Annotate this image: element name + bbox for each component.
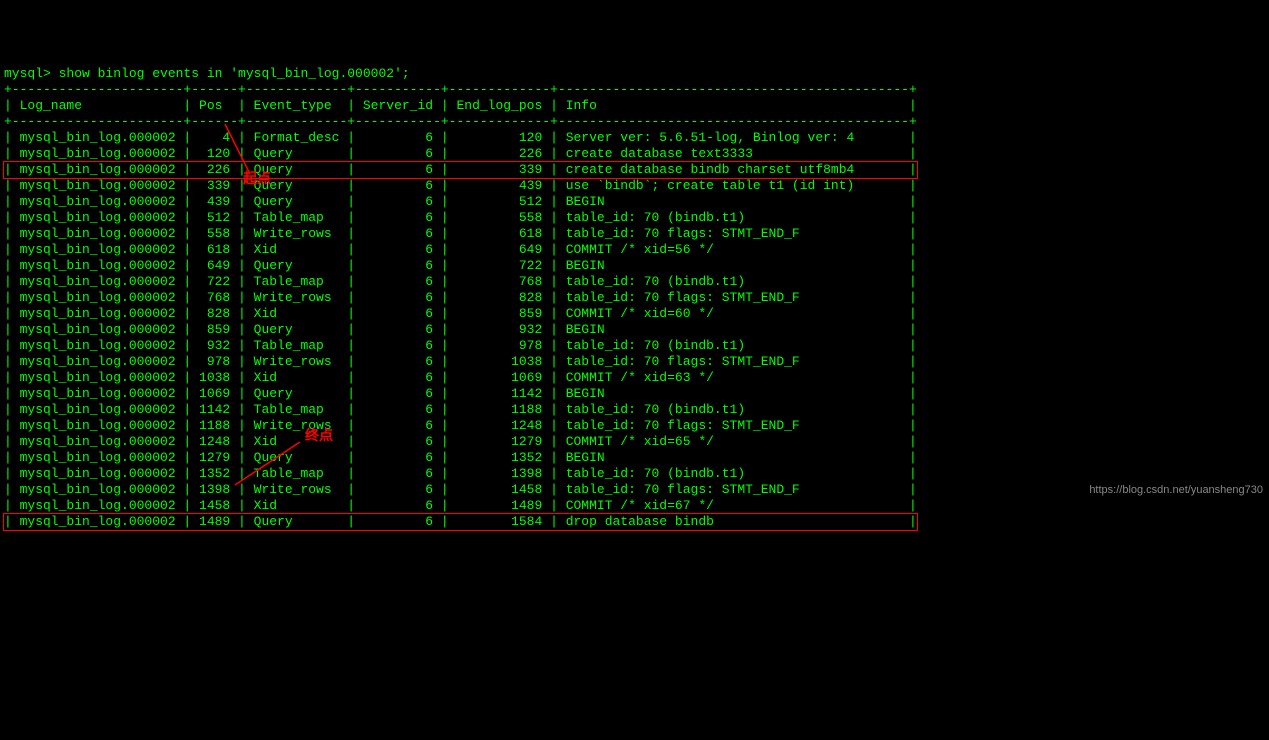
table-row: | mysql_bin_log.000002 | 722 | Table_map… [4,274,1265,290]
prompt-line: mysql> show binlog events in 'mysql_bin_… [4,66,1265,82]
table-row: | mysql_bin_log.000002 | 1352 | Table_ma… [4,466,1265,482]
table-row: | mysql_bin_log.000002 | 1069 | Query | … [4,386,1265,402]
table-row: | mysql_bin_log.000002 | 226 | Query | 6… [4,162,1265,178]
highlighted-row: | mysql_bin_log.000002 | 1489 | Query | … [4,514,917,530]
terminal-output: mysql> show binlog events in 'mysql_bin_… [0,64,1269,532]
table-row: | mysql_bin_log.000002 | 978 | Write_row… [4,354,1265,370]
table-header: | Log_name | Pos | Event_type | Server_i… [4,98,1265,114]
table-row: | mysql_bin_log.000002 | 1188 | Write_ro… [4,418,1265,434]
table-row: | mysql_bin_log.000002 | 618 | Xid | 6 |… [4,242,1265,258]
table-row: | mysql_bin_log.000002 | 1489 | Query | … [4,514,1265,530]
table-row: | mysql_bin_log.000002 | 828 | Xid | 6 |… [4,306,1265,322]
end-arrow-icon [230,440,310,490]
table-row: | mysql_bin_log.000002 | 768 | Write_row… [4,290,1265,306]
table-row: | mysql_bin_log.000002 | 1279 | Query | … [4,450,1265,466]
highlighted-row: | mysql_bin_log.000002 | 226 | Query | 6… [4,162,917,178]
table-row: | mysql_bin_log.000002 | 339 | Query | 6… [4,178,1265,194]
table-row: | mysql_bin_log.000002 | 1142 | Table_ma… [4,402,1265,418]
table-row: | mysql_bin_log.000002 | 1038 | Xid | 6 … [4,370,1265,386]
table-row: | mysql_bin_log.000002 | 120 | Query | 6… [4,146,1265,162]
table-row: | mysql_bin_log.000002 | 558 | Write_row… [4,226,1265,242]
start-arrow-icon [220,119,260,179]
table-row: | mysql_bin_log.000002 | 4 | Format_desc… [4,130,1265,146]
table-border: +----------------------+------+---------… [4,82,1265,98]
table-row: | mysql_bin_log.000002 | 1458 | Xid | 6 … [4,498,1265,514]
mysql-prompt: mysql> [4,66,59,81]
table-row: | mysql_bin_log.000002 | 1398 | Write_ro… [4,482,1265,498]
watermark-text: https://blog.csdn.net/yuansheng730 [1089,482,1263,498]
table-row: | mysql_bin_log.000002 | 859 | Query | 6… [4,322,1265,338]
table-border: +----------------------+------+---------… [4,114,1265,130]
table-row: | mysql_bin_log.000002 | 439 | Query | 6… [4,194,1265,210]
table-row: | mysql_bin_log.000002 | 649 | Query | 6… [4,258,1265,274]
command-text: show binlog events in 'mysql_bin_log.000… [59,66,410,81]
table-row: | mysql_bin_log.000002 | 932 | Table_map… [4,338,1265,354]
table-row: | mysql_bin_log.000002 | 1248 | Xid | 6 … [4,434,1265,450]
table-row: | mysql_bin_log.000002 | 512 | Table_map… [4,210,1265,226]
